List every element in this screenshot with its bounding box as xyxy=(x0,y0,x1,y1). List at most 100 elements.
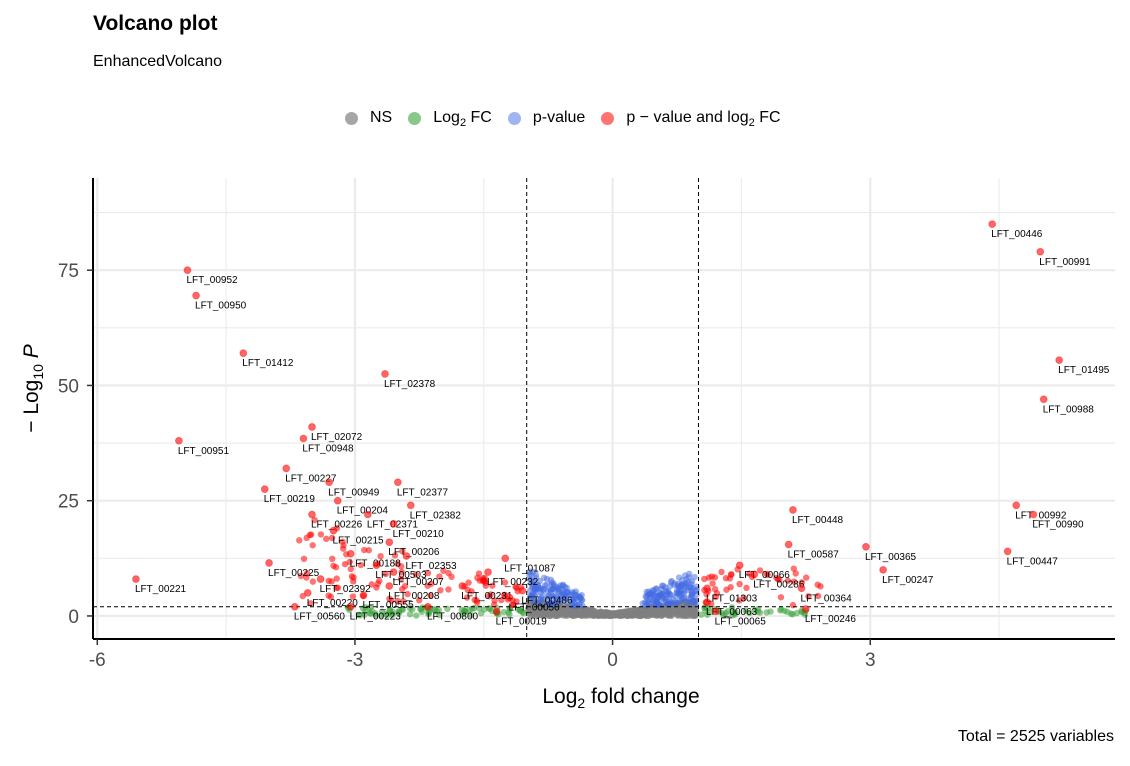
point-fc_p xyxy=(382,570,389,578)
point-fc_p xyxy=(339,545,347,552)
point-label: LFT_02392 xyxy=(320,584,372,595)
point-label: LFT_01087 xyxy=(504,563,556,574)
point-label: LFT_02072 xyxy=(311,432,363,443)
point-ns xyxy=(589,608,596,616)
labeled-point xyxy=(265,559,273,567)
point-fc_p xyxy=(349,593,357,600)
point-ns xyxy=(573,611,581,618)
y-tick-label: 75 xyxy=(58,261,79,282)
point-fc_p xyxy=(303,574,310,581)
point-fc_p xyxy=(388,597,395,605)
point-fc_p xyxy=(501,592,508,599)
point-fc_p xyxy=(784,577,792,584)
point-fc_p xyxy=(440,567,447,574)
point-p xyxy=(548,581,555,588)
point-label: LFT_00065 xyxy=(715,616,767,627)
point-fc_p xyxy=(448,573,455,581)
legend: NS Log2 FC p-value p − value and log2 FC xyxy=(345,104,797,132)
point-p xyxy=(691,573,698,581)
x-tick-label: -3 xyxy=(346,650,363,671)
point-fc_p xyxy=(328,534,336,542)
labeled-point xyxy=(1029,510,1038,519)
point-fc_p xyxy=(790,578,798,585)
point-p xyxy=(564,589,571,596)
point-fc xyxy=(386,606,394,614)
labeled-point xyxy=(735,561,744,570)
point-fc_p xyxy=(437,587,444,594)
point-fc_p xyxy=(814,592,822,600)
point-label: LFT_00207 xyxy=(393,577,445,588)
point-p xyxy=(688,590,696,598)
point-label: LFT_00503 xyxy=(375,570,427,581)
point-fc_p xyxy=(309,578,317,585)
point-label: LFT_01412 xyxy=(242,358,294,369)
x-tick-label: 3 xyxy=(865,650,876,671)
legend-item-log2fc: Log2 FC xyxy=(408,109,492,129)
point-fc_p xyxy=(365,547,372,554)
point-fc_p xyxy=(487,591,494,598)
legend-label-pvalue: p-value xyxy=(532,109,586,126)
point-label: LFT_01495 xyxy=(1058,365,1110,376)
point-ns xyxy=(665,612,673,619)
point-fc_p xyxy=(790,565,797,572)
point-ns xyxy=(674,612,682,619)
point-fc_p xyxy=(296,537,303,544)
labeled-point xyxy=(316,575,325,583)
labeled-point xyxy=(424,602,432,611)
x-tick-label: 0 xyxy=(607,650,618,671)
point-ns xyxy=(533,612,541,620)
point-fc_p xyxy=(399,585,406,593)
labeled-point xyxy=(290,602,299,611)
y-tick-label: 25 xyxy=(58,492,79,513)
chart-title: Volcano plot xyxy=(93,12,218,35)
x-tick-label: -6 xyxy=(89,650,106,671)
point-fc_p xyxy=(463,594,471,601)
labeled-point xyxy=(346,602,355,611)
point-ns xyxy=(653,609,660,617)
labeled-point xyxy=(132,575,140,583)
point-fc_p xyxy=(357,561,365,569)
point-label: LFT_00988 xyxy=(1043,404,1095,415)
point-ns xyxy=(528,608,535,615)
point-label: LFT_00587 xyxy=(788,549,840,560)
point-fc_p xyxy=(740,594,747,602)
point-fc xyxy=(702,604,709,611)
point-p xyxy=(559,586,566,594)
point-fc_p xyxy=(327,593,335,601)
point-label: LFT_02377 xyxy=(397,487,449,498)
point-fc_p xyxy=(307,600,314,607)
point-fc_p xyxy=(300,555,308,563)
point-label: LFT_00050 xyxy=(509,603,561,614)
labeled-point xyxy=(458,582,467,590)
point-fc_p xyxy=(709,580,716,587)
point-fc_p xyxy=(323,535,330,543)
labeled-point xyxy=(381,370,389,378)
point-fc xyxy=(731,610,738,617)
point-label: LFT_00223 xyxy=(350,612,402,623)
point-fc xyxy=(466,606,473,613)
point-fc_p xyxy=(399,547,406,555)
point-fc_p xyxy=(501,579,509,586)
point-fc_p xyxy=(473,599,481,606)
point-fc_p xyxy=(427,592,434,599)
labeled-point xyxy=(879,565,888,574)
legend-swatch-both xyxy=(601,111,615,125)
point-fc xyxy=(431,606,438,613)
labeled-point xyxy=(505,593,514,602)
point-p xyxy=(531,597,538,604)
point-fc_p xyxy=(308,531,315,538)
y-tick-label: 50 xyxy=(58,376,79,397)
labeled-point xyxy=(1003,547,1012,556)
labeled-point xyxy=(484,568,492,577)
labeled-point xyxy=(282,464,291,473)
point-label: LFT_00215 xyxy=(332,536,384,547)
point-fc_p xyxy=(774,576,782,583)
point-label: LFT_00949 xyxy=(328,487,380,498)
point-fc_p xyxy=(333,575,340,582)
labeled-point xyxy=(325,478,334,487)
point-fc xyxy=(406,610,414,618)
chart-subtitle: EnhancedVolcano xyxy=(93,53,222,70)
point-p xyxy=(662,584,669,591)
point-fc xyxy=(506,611,513,618)
point-fc_p xyxy=(391,552,399,559)
